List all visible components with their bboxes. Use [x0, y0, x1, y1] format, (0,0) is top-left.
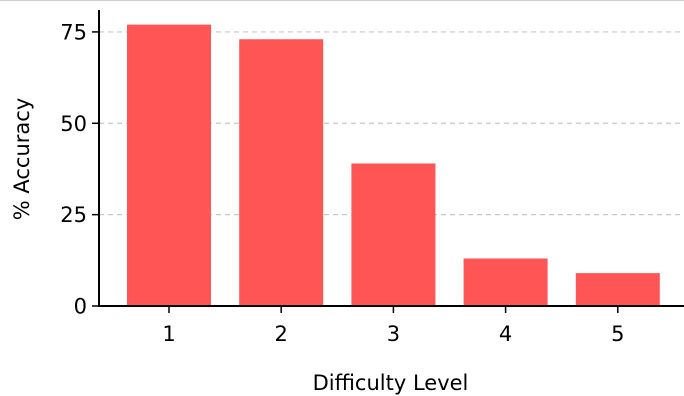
x-axis-ticks: 1 2 3 4 5 [162, 306, 624, 346]
x-tick-label-1: 1 [162, 322, 175, 346]
x-axis-title: Difficulty Level [313, 371, 469, 395]
x-tick-label-4: 4 [499, 322, 512, 346]
y-tick-label-0: 0 [74, 295, 87, 319]
bar-1 [127, 24, 211, 307]
y-axis-ticks: 0 25 50 75 [60, 20, 99, 319]
bar-4 [463, 258, 548, 306]
y-tick-label-75: 75 [60, 20, 87, 44]
bars [127, 24, 660, 307]
y-tick-label-25: 25 [60, 203, 87, 227]
x-tick-label-2: 2 [275, 322, 288, 346]
x-tick-label-5: 5 [611, 322, 624, 346]
bar-2 [239, 39, 324, 307]
y-axis-title: % Accuracy [10, 98, 34, 221]
x-tick-label-3: 3 [387, 322, 400, 346]
bar-5 [575, 273, 660, 306]
y-tick-label-50: 50 [60, 112, 87, 136]
bar-3 [351, 163, 436, 306]
